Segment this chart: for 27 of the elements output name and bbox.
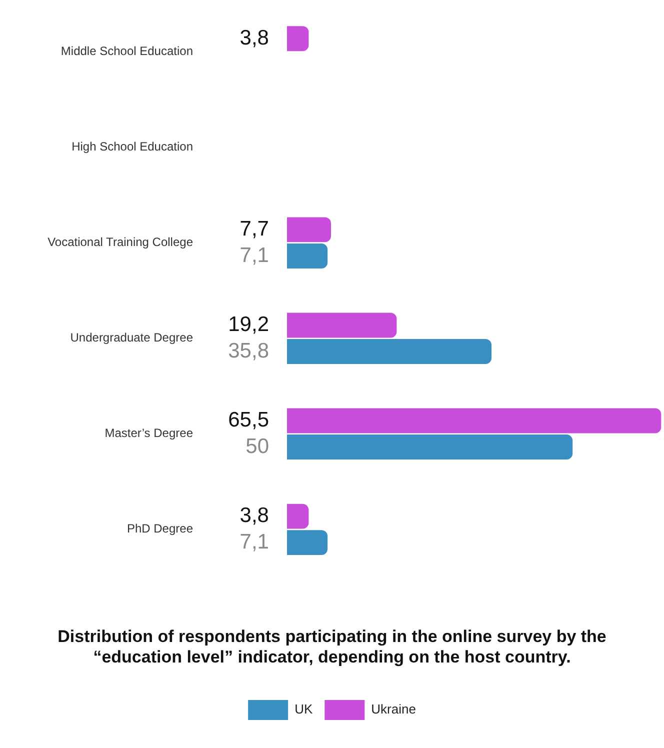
data-label: 50 bbox=[246, 434, 269, 458]
data-label: 7,7 bbox=[240, 217, 269, 240]
y-tick-label: PhD Degree bbox=[126, 522, 194, 536]
y-tick-label: High School Education bbox=[72, 140, 193, 154]
data-label: 7,1 bbox=[240, 244, 269, 267]
data-label: 7,1 bbox=[240, 530, 269, 554]
bar bbox=[287, 408, 662, 434]
bar bbox=[287, 339, 492, 364]
bar bbox=[287, 243, 328, 268]
bar bbox=[287, 530, 328, 556]
legend-label: UK bbox=[294, 702, 313, 717]
y-tick-label: Master’s Degree bbox=[104, 426, 194, 440]
legend-label: Ukraine bbox=[371, 702, 416, 717]
bar bbox=[287, 504, 309, 529]
y-tick-label: Undergraduate Degree bbox=[70, 330, 194, 345]
text: Distribution of respondents participating in the online survey by the “education level” indicator, depending on the host country. bbox=[58, 627, 606, 666]
y-tick-label: Vocational Training College bbox=[48, 235, 194, 250]
data-label: 19,2 bbox=[228, 313, 269, 336]
bar bbox=[287, 217, 331, 242]
bar bbox=[287, 26, 309, 52]
data-label: 3,8 bbox=[240, 504, 269, 528]
bar bbox=[287, 312, 397, 338]
y-tick-label: Middle School Education bbox=[60, 44, 193, 58]
data-label: 3,8 bbox=[240, 26, 269, 50]
data-label: 65,5 bbox=[228, 408, 269, 432]
data-label: 35,8 bbox=[228, 339, 269, 362]
bar bbox=[287, 434, 573, 460]
